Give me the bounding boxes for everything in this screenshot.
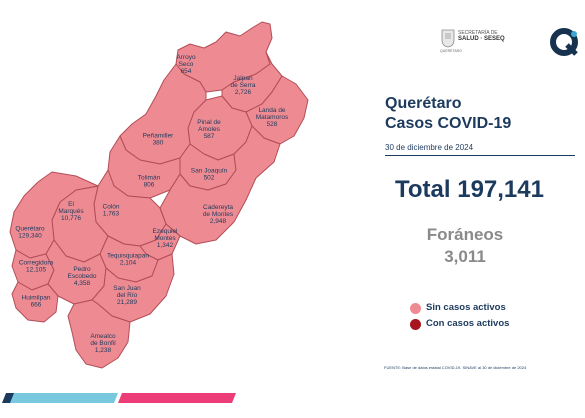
municipality-label: Tolimán 806 xyxy=(138,175,161,189)
municipality-name: de Bonfil xyxy=(90,340,116,347)
municipality-label: Peñamiller 380 xyxy=(143,133,175,147)
municipality-name: Huimilpan xyxy=(22,295,51,302)
municipality-label: Amealco de Bonfil 1,238 xyxy=(90,333,116,354)
municipality-name: Landa de xyxy=(258,107,285,114)
municipality-name: Peñamiller xyxy=(143,133,175,140)
municipality-label: San Joaquín 502 xyxy=(191,168,228,182)
report-date: 30 de diciembre de 2024 xyxy=(385,143,474,152)
municipality-name: de Serra xyxy=(231,82,256,89)
municipality-name: Matamoros xyxy=(256,114,289,121)
agency-state: QUERÉTARO xyxy=(440,49,462,53)
source-note: FUENTE: Base de datos estatal COVID-19. … xyxy=(384,365,527,370)
municipality-cases: 666 xyxy=(31,302,42,309)
municipality-name: Amealco xyxy=(90,333,116,340)
state-seal-icon xyxy=(441,29,455,48)
municipality-cases: 1,342 xyxy=(157,242,174,249)
municipality-name: Tequisquiapan xyxy=(107,253,149,260)
municipality-cases: 2,948 xyxy=(210,218,227,225)
municipality-cases: 1,238 xyxy=(95,347,112,354)
municipality-cases: 2,726 xyxy=(235,89,252,96)
page-title: Querétaro Casos COVID-19 xyxy=(385,94,511,134)
municipality-cases: 806 xyxy=(144,182,155,189)
municipality-cases: 21,289 xyxy=(117,299,137,306)
municipality-name: Pedro xyxy=(73,266,91,273)
decorative-band xyxy=(2,393,236,403)
municipality-name: Escobedo xyxy=(68,273,97,280)
municipality-name: San Juan xyxy=(113,285,141,292)
municipality-cases: 10,776 xyxy=(61,215,81,222)
municipality-name: del Río xyxy=(117,292,138,299)
municipality-name: San Joaquín xyxy=(191,168,228,175)
municipality-cases: 654 xyxy=(181,68,192,75)
secretaria-salud-logo: SECRETARÍA DE SALUD · SESEQ QUERÉTARO xyxy=(440,28,560,58)
municipality-label: San Juan del Río 21,289 xyxy=(113,285,141,306)
municipality-cases: 2,104 xyxy=(120,260,137,267)
municipality-name: de Montes xyxy=(203,211,234,218)
municipality-cases: 12,105 xyxy=(26,267,46,274)
municipality-name: El xyxy=(68,201,74,208)
title-line2: Casos COVID-19 xyxy=(385,115,512,132)
region-amealco-de-bonfil[interactable] xyxy=(67,299,131,369)
municipality-name: Ezequiel xyxy=(153,228,178,235)
municipality-cases: 528 xyxy=(267,121,278,128)
legend-label-sin-casos: Sin casos activos xyxy=(426,302,506,313)
municipality-name: Corregidora xyxy=(19,260,54,267)
agency-line1: SECRETARÍA DE xyxy=(458,30,498,36)
municipality-name: Montes xyxy=(154,235,176,242)
foraneos-block: Foráneos 3,011 xyxy=(405,224,525,268)
legend-swatch-sin-casos xyxy=(410,303,421,314)
agency-name: SECRETARÍA DE SALUD · SESEQ xyxy=(458,30,505,42)
legend-swatch-con-casos xyxy=(410,319,421,330)
municipality-cases: 4,358 xyxy=(74,280,91,287)
region-cadereyta-de-montes[interactable] xyxy=(159,125,281,245)
municipality-label: Querétaro 129,340 xyxy=(15,226,45,240)
seseq-q-logo-icon xyxy=(550,28,578,56)
municipality-name: Seco xyxy=(179,61,194,68)
municipality-label: Arroyo Seco 654 xyxy=(176,54,196,75)
municipality-label: Landa de Matamoros 528 xyxy=(256,107,289,128)
municipality-label: Ezequiel Montes 1,342 xyxy=(153,228,178,249)
municipality-label: Cadereyta de Montes 2,948 xyxy=(203,204,234,225)
municipality-label: El Marqués 10,776 xyxy=(58,201,84,222)
municipality-cases: 502 xyxy=(204,175,215,182)
municipality-name: Colón xyxy=(103,204,120,211)
municipality-cases: 380 xyxy=(153,140,164,147)
municipality-label: Huimilpan 666 xyxy=(22,295,51,309)
date-divider xyxy=(385,155,575,156)
region-huimilpan[interactable] xyxy=(11,281,59,323)
municipality-cases: 129,340 xyxy=(18,233,42,240)
legend-label-con-casos: Con casos activos xyxy=(426,318,510,329)
municipality-label: Colón 1,763 xyxy=(103,204,120,218)
municipality-name: Querétaro xyxy=(15,226,45,233)
municipality-name: Cadereyta xyxy=(203,204,233,211)
foraneos-value: 3,011 xyxy=(444,247,486,266)
municipality-label: Corregidora 12,105 xyxy=(19,260,54,274)
municipality-label: Pinal de Amoles 587 xyxy=(197,119,221,140)
foraneos-label: Foráneos xyxy=(426,225,504,244)
municipality-name: Tolimán xyxy=(138,175,161,182)
municipality-name: Marqués xyxy=(58,208,84,215)
municipality-label: Jalpan de Serra 2,726 xyxy=(231,75,256,96)
agency-line2: SALUD · SESEQ xyxy=(458,36,505,42)
municipality-label: Tequisquiapan 2,104 xyxy=(107,253,149,267)
municipality-name: Amoles xyxy=(198,126,220,133)
municipality-name: Pinal de xyxy=(197,119,221,126)
municipality-cases: 587 xyxy=(204,133,215,140)
total-cases: Total 197,141 xyxy=(395,176,544,203)
municipality-name: Arroyo xyxy=(176,54,196,61)
municipality-name: Jalpan xyxy=(233,75,253,82)
title-line1: Querétaro xyxy=(385,95,462,112)
municipality-label: Pedro Escobedo 4,358 xyxy=(68,266,97,287)
municipality-cases: 1,763 xyxy=(103,211,120,218)
